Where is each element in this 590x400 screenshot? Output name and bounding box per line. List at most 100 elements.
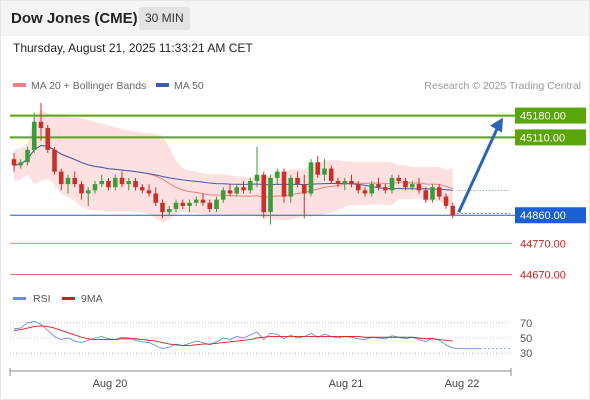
candle-body [430,187,435,200]
candle-body [200,199,206,203]
candle-body [355,184,361,191]
header-bar: Dow Jones (CME) 30 MIN [0,0,590,36]
candle-body [376,184,381,188]
candle-body [409,184,415,188]
candle-body [25,149,30,163]
candle-body [18,162,24,166]
candle-body [315,162,321,175]
instrument-title: Dow Jones (CME) [11,10,138,27]
candle-body [349,180,354,185]
candle-body [436,187,442,197]
rsi-ma-legend-label: 9MA [81,293,103,305]
bollinger-swatch-icon [13,83,26,88]
candle-body [268,177,273,213]
candle-body [362,190,368,194]
candle-body [423,190,429,200]
candle-body [301,184,307,194]
candle-body [160,202,165,213]
candle-body [254,174,260,181]
candle-body [403,180,408,188]
legend-bollinger-label: MA 20 + Bollinger Bands [31,80,147,92]
candle-body [85,190,91,194]
support-label: 44770.00 [520,238,566,250]
x-tick-label: Aug 20 [93,378,128,390]
candle-body [261,174,267,213]
candle-body [139,187,145,191]
candle-body [180,202,186,206]
candle-body [328,168,334,181]
rsi-ma-legend-swatch-icon [62,297,75,300]
candle-body [241,187,246,191]
candle-body [187,202,192,206]
legend-ma50: MA 50 [156,80,204,92]
candle-body [207,202,213,210]
candle-body [119,177,125,185]
rsi-legend-swatch-icon [13,297,26,300]
resistance-label-box [515,129,586,146]
candle-body [65,177,71,185]
timestamp: Thursday, August 21, 2025 11:33:21 AM CE… [13,41,253,55]
resistance-label: 45110.00 [520,132,565,144]
candle-body [92,184,98,191]
candle-body [227,190,233,194]
current-price-box [515,207,586,224]
resistance-label: 45180.00 [520,111,566,123]
candle-body [11,159,17,166]
candle-body [416,184,422,191]
rsi-line [13,320,480,350]
candle-body [247,180,253,191]
candle-body [72,177,78,185]
candle-body [112,177,118,188]
candle-body [389,177,395,191]
rsi-tick-label: 70 [520,318,532,330]
rsi-tick-label: 50 [520,333,532,345]
candle-body [220,190,226,200]
candle-body [322,168,327,175]
legend-bollinger: MA 20 + Bollinger Bands [13,80,146,92]
candle-body [335,180,341,185]
candle-body [274,171,280,178]
candle-body [281,171,287,197]
candle-body [166,209,172,213]
legend-ma50-label: MA 50 [174,80,204,92]
resistance-label-box [515,107,586,124]
x-tick-label: Aug 22 [445,378,480,390]
candle-body [79,184,84,194]
candle-body [450,205,456,216]
candle-body [342,180,348,185]
x-tick-label: Aug 21 [329,378,364,390]
candle-body [153,193,159,203]
projection-arrow [457,123,501,213]
candle-body [308,162,314,194]
rsi-9ma-line [13,325,453,347]
rsi-tick-label: 30 [520,348,532,360]
ma50-line [13,144,453,191]
ma50-swatch-icon [156,83,169,88]
support-label: 44670.00 [520,269,566,281]
projection-arrowhead-icon [490,117,503,133]
research-credit: Research © 2025 Trading Central [424,80,581,92]
bollinger-band [14,110,453,223]
candle-body [52,149,57,172]
candle-body [99,180,105,185]
candle-body [193,199,199,203]
candle-body [288,177,294,197]
candle-body [369,184,375,194]
candle-body [146,190,152,194]
candle-body [396,177,402,181]
candle-body [31,121,37,150]
candle-body [133,180,138,188]
candle-body [45,128,51,150]
candle-body [126,180,132,185]
candle-body [173,202,179,210]
candle-body [106,180,111,188]
timeframe-button[interactable]: 30 MIN [139,7,190,30]
rsi-legend-label: RSI [33,293,51,305]
current-price-label: 44860.00 [520,210,566,222]
candle-body [214,199,219,210]
candle-body [234,187,240,194]
candle-body [443,196,449,206]
candle-body [382,187,388,191]
candle-body [58,171,64,185]
